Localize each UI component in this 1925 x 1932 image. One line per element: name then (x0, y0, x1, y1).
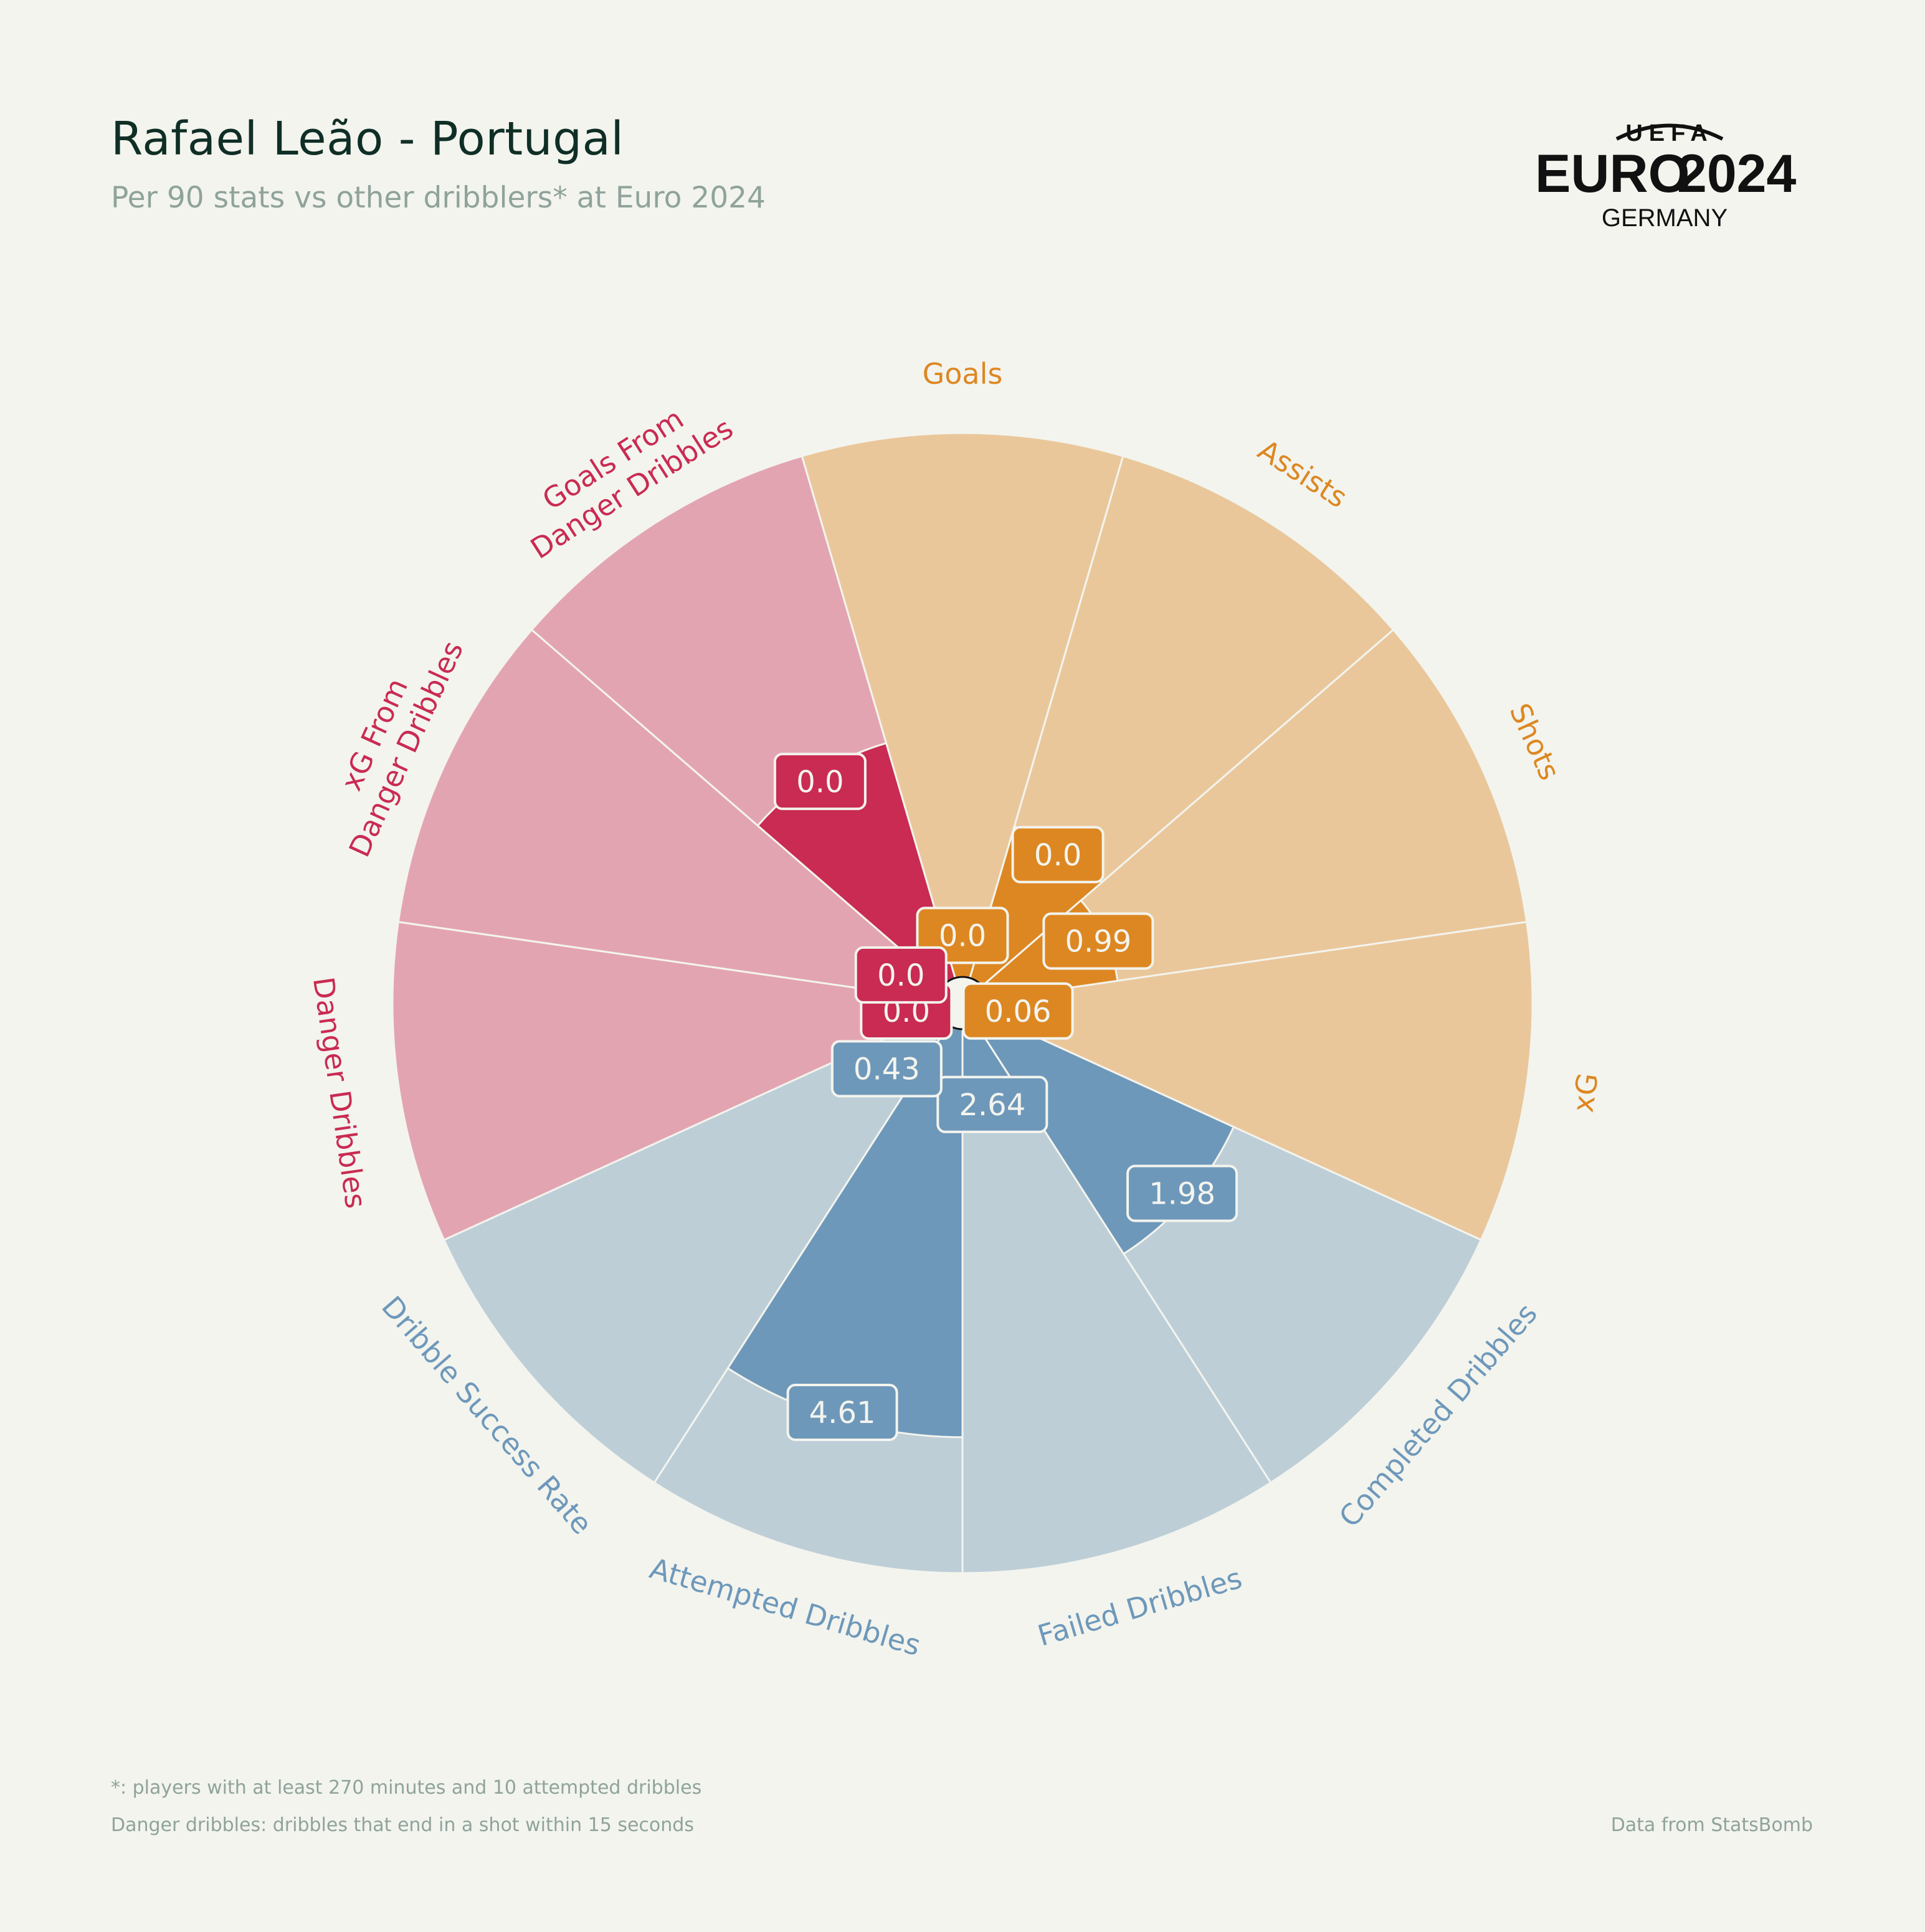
value-badge-failed-dribbles: 2.64 (936, 1075, 1048, 1133)
value-label: 0.0 (796, 764, 844, 799)
value-badge-xg: 0.06 (962, 982, 1074, 1040)
value-badge-assists: 0.0 (1011, 826, 1105, 883)
value-badge-attempted-dribbles: 4.61 (786, 1384, 898, 1442)
uefa-euro-2024-logo: UEFA EURO 2024 GERMANY (1535, 120, 1796, 232)
logo-uefa: UEFA (1625, 120, 1713, 146)
value-label: 4.61 (809, 1396, 876, 1430)
value-label: 0.43 (853, 1052, 920, 1087)
value-label: 0.0 (877, 958, 924, 993)
category-label-goals: Goals (923, 357, 1003, 391)
page-subtitle: Per 90 stats vs other dribblers* at Euro… (111, 181, 766, 215)
footnote-danger-dribbles: Danger dribbles: dribbles that end in a … (111, 1814, 694, 1836)
value-badge-goals-from-danger-dribbles: 0.0 (773, 753, 867, 811)
category-label-shots: Shots (1503, 698, 1567, 785)
value-label: 0.0 (1034, 838, 1081, 873)
category-label-xg: xG (1566, 1071, 1605, 1115)
page-title: Rafael Leão - Portugal (111, 112, 624, 166)
logo-year: 2024 (1677, 144, 1796, 204)
logo-euro: EURO (1535, 144, 1690, 204)
logo-germany: GERMANY (1602, 204, 1728, 232)
value-label: 0.99 (1065, 924, 1131, 959)
value-label: 2.64 (959, 1088, 1025, 1123)
data-source: Data from StatsBomb (1610, 1814, 1813, 1836)
value-label: 1.98 (1149, 1176, 1215, 1211)
value-badge-xg-from-danger-dribbles: 0.0 (854, 946, 948, 1004)
footnote-players: *: players with at least 270 minutes and… (111, 1777, 702, 1799)
value-badge-dribble-success-rate: 0.43 (830, 1040, 943, 1098)
value-badge-shots: 0.99 (1042, 912, 1154, 970)
value-badge-completed-dribbles: 1.98 (1126, 1164, 1238, 1222)
category-label-failed-dribbles: Failed Dribbles (1034, 1561, 1245, 1652)
value-label: 0.0 (939, 918, 986, 953)
category-label-assists: Assists (1252, 433, 1353, 515)
category-label-danger-dribbles: Danger Dribbles (307, 975, 373, 1211)
value-label: 0.06 (985, 994, 1052, 1029)
